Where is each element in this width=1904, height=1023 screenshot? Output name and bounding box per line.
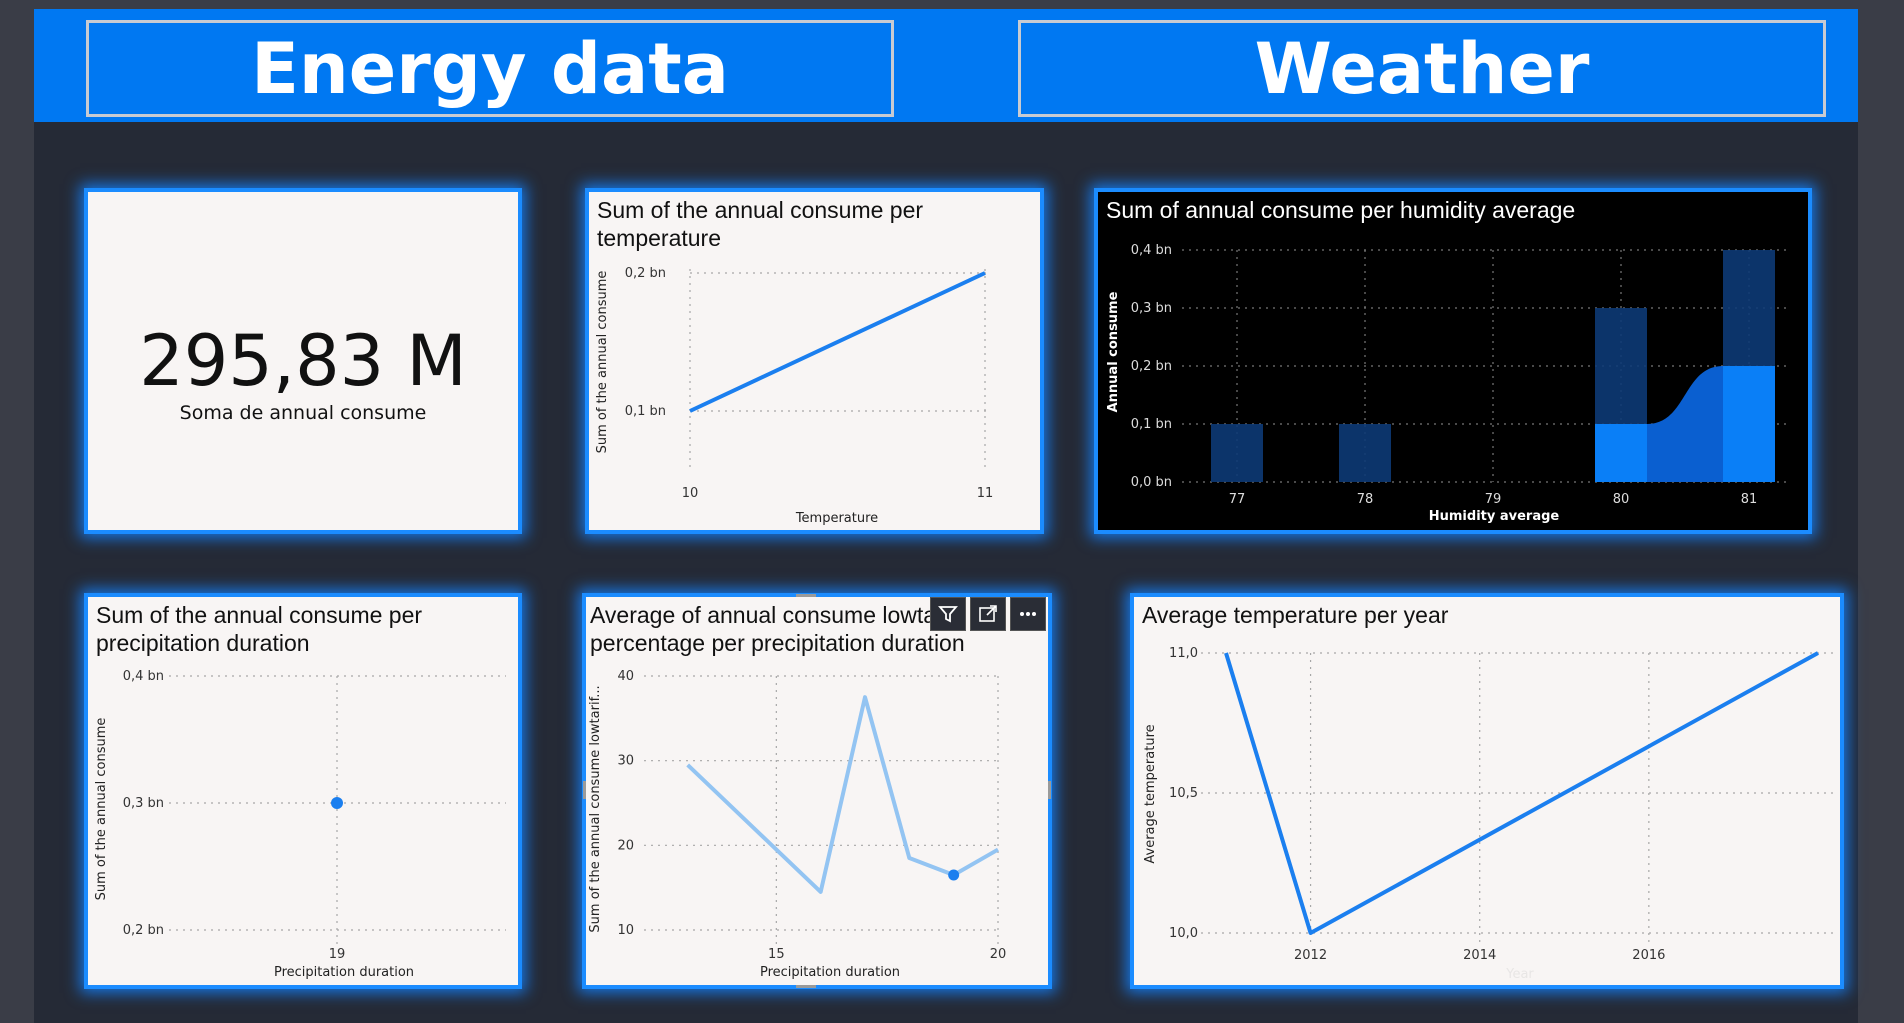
y-tick-label: 0,1 bn xyxy=(625,404,666,419)
x-axis-title: Temperature xyxy=(795,511,878,526)
energy-section-title: Energy data xyxy=(86,20,894,117)
x-tick-label: 2016 xyxy=(1632,948,1665,963)
y-tick-label: 30 xyxy=(617,754,634,769)
year-chart-card[interactable]: Average temperature per year 11,0 10,5 10,… xyxy=(1130,593,1844,989)
temperature-chart-card[interactable]: Sum of the annual consume per temperatur… xyxy=(585,188,1044,534)
kpi-card[interactable]: 295,83 M Soma de annual consume xyxy=(84,188,522,534)
filter-icon[interactable] xyxy=(930,597,966,631)
y-axis-title: Annual consume xyxy=(1106,291,1121,412)
report-canvas: Energy data Weather 295,83 M Soma de ann… xyxy=(34,9,1858,1023)
y-axis-title: Sum of the annual consume xyxy=(94,718,109,901)
y-axis-title: Sum of the annual consume lowtarif... xyxy=(588,685,603,932)
series-line xyxy=(689,271,986,413)
year-line-chart: 11,0 10,5 10,0 2012 2014 2016 Year Average temp… xyxy=(1143,646,1834,982)
x-tick-label: 79 xyxy=(1485,492,1502,507)
y-tick-label: 0,3 bn xyxy=(123,796,164,811)
series-line xyxy=(686,695,999,894)
lowtarif-line-chart: 40 30 20 10 15 20 Precipitation duration Sum of… xyxy=(588,669,1007,980)
bar xyxy=(1211,424,1263,482)
focus-mode-icon[interactable] xyxy=(970,597,1006,631)
chart-title: Average temperature per year xyxy=(1142,602,1449,628)
lowtarif-chart-card[interactable]: Average of annual consume lowtarif perce… xyxy=(582,593,1052,989)
bar xyxy=(1723,366,1775,482)
temperature-line-chart: 0,2 bn 0,1 bn 10 11 Temperature Sum of the an… xyxy=(595,266,994,526)
y-tick-label: 0,1 bn xyxy=(1131,417,1172,432)
humidity-bar-chart: 0,4 bn 0,3 bn 0,2 bn 0,1 bn 0,0 bn 77 78 79 80 81… xyxy=(1106,243,1788,524)
resize-handle-top[interactable] xyxy=(796,594,816,597)
y-tick-label: 40 xyxy=(617,669,634,684)
humidity-chart-card[interactable]: Sum of annual consume per humidity avera… xyxy=(1094,188,1812,534)
x-tick-label: 11 xyxy=(977,486,994,501)
y-tick-label: 11,0 xyxy=(1169,646,1198,661)
header-banner: Energy data Weather xyxy=(34,9,1858,122)
x-tick-label: 19 xyxy=(329,947,346,962)
resize-handle-bottom[interactable] xyxy=(796,985,816,988)
bar xyxy=(1339,424,1391,482)
precipitation-scatter-chart: 0,4 bn 0,3 bn 0,2 bn 19 Precipitation durati… xyxy=(94,669,506,980)
x-axis-title: Precipitation duration xyxy=(274,965,414,980)
x-tick-label: 77 xyxy=(1229,492,1246,507)
x-tick-label: 80 xyxy=(1613,492,1630,507)
weather-section-title: Weather xyxy=(1018,20,1826,117)
y-tick-label: 10 xyxy=(617,923,634,938)
y-axis-title: Sum of the annual consume xyxy=(595,271,610,454)
bar xyxy=(1595,424,1647,482)
y-tick-label: 0,2 bn xyxy=(1131,359,1172,374)
x-tick-label: 15 xyxy=(768,947,785,962)
y-tick-label: 0,3 bn xyxy=(1131,301,1172,316)
x-tick-label: 2012 xyxy=(1294,948,1327,963)
chart-title: Sum of the annual consume per temperatur… xyxy=(597,197,924,251)
x-axis-title: Year xyxy=(1505,967,1534,982)
y-tick-label: 10,5 xyxy=(1169,786,1198,801)
kpi-label: Soma de annual consume xyxy=(179,402,427,424)
x-axis-title: Precipitation duration xyxy=(760,965,900,980)
kpi-value: 295,83 M xyxy=(139,320,467,402)
data-point xyxy=(331,797,343,809)
y-tick-label: 0,0 bn xyxy=(1131,475,1172,490)
precipitation-chart-card[interactable]: Sum of the annual consume per precipitat… xyxy=(84,593,522,989)
data-point xyxy=(948,869,960,881)
y-tick-label: 10,0 xyxy=(1169,926,1198,941)
resize-handle-right[interactable] xyxy=(1048,781,1051,799)
chart-title: Sum of annual consume per humidity avera… xyxy=(1106,197,1576,223)
ribbon xyxy=(1647,366,1723,482)
x-tick-label: 10 xyxy=(682,486,699,501)
resize-handle-left[interactable] xyxy=(583,781,586,799)
y-tick-label: 0,2 bn xyxy=(625,266,666,281)
y-tick-label: 0,4 bn xyxy=(123,669,164,684)
y-tick-label: 0,2 bn xyxy=(123,923,164,938)
chart-title: Average of annual consume lowtarif perce… xyxy=(590,602,965,656)
chart-title: Sum of the annual consume per precipitat… xyxy=(96,602,423,656)
x-tick-label: 78 xyxy=(1357,492,1374,507)
x-tick-label: 2014 xyxy=(1463,948,1496,963)
y-tick-label: 0,4 bn xyxy=(1131,243,1172,258)
x-tick-label: 81 xyxy=(1741,492,1758,507)
x-axis-title: Humidity average xyxy=(1429,509,1560,524)
more-options-icon[interactable] xyxy=(1010,597,1046,631)
visual-header-toolbar xyxy=(930,597,1046,631)
series-line xyxy=(1224,651,1819,935)
y-axis-title: Average temperature xyxy=(1143,724,1158,863)
y-tick-label: 20 xyxy=(617,838,634,853)
x-tick-label: 20 xyxy=(990,947,1007,962)
